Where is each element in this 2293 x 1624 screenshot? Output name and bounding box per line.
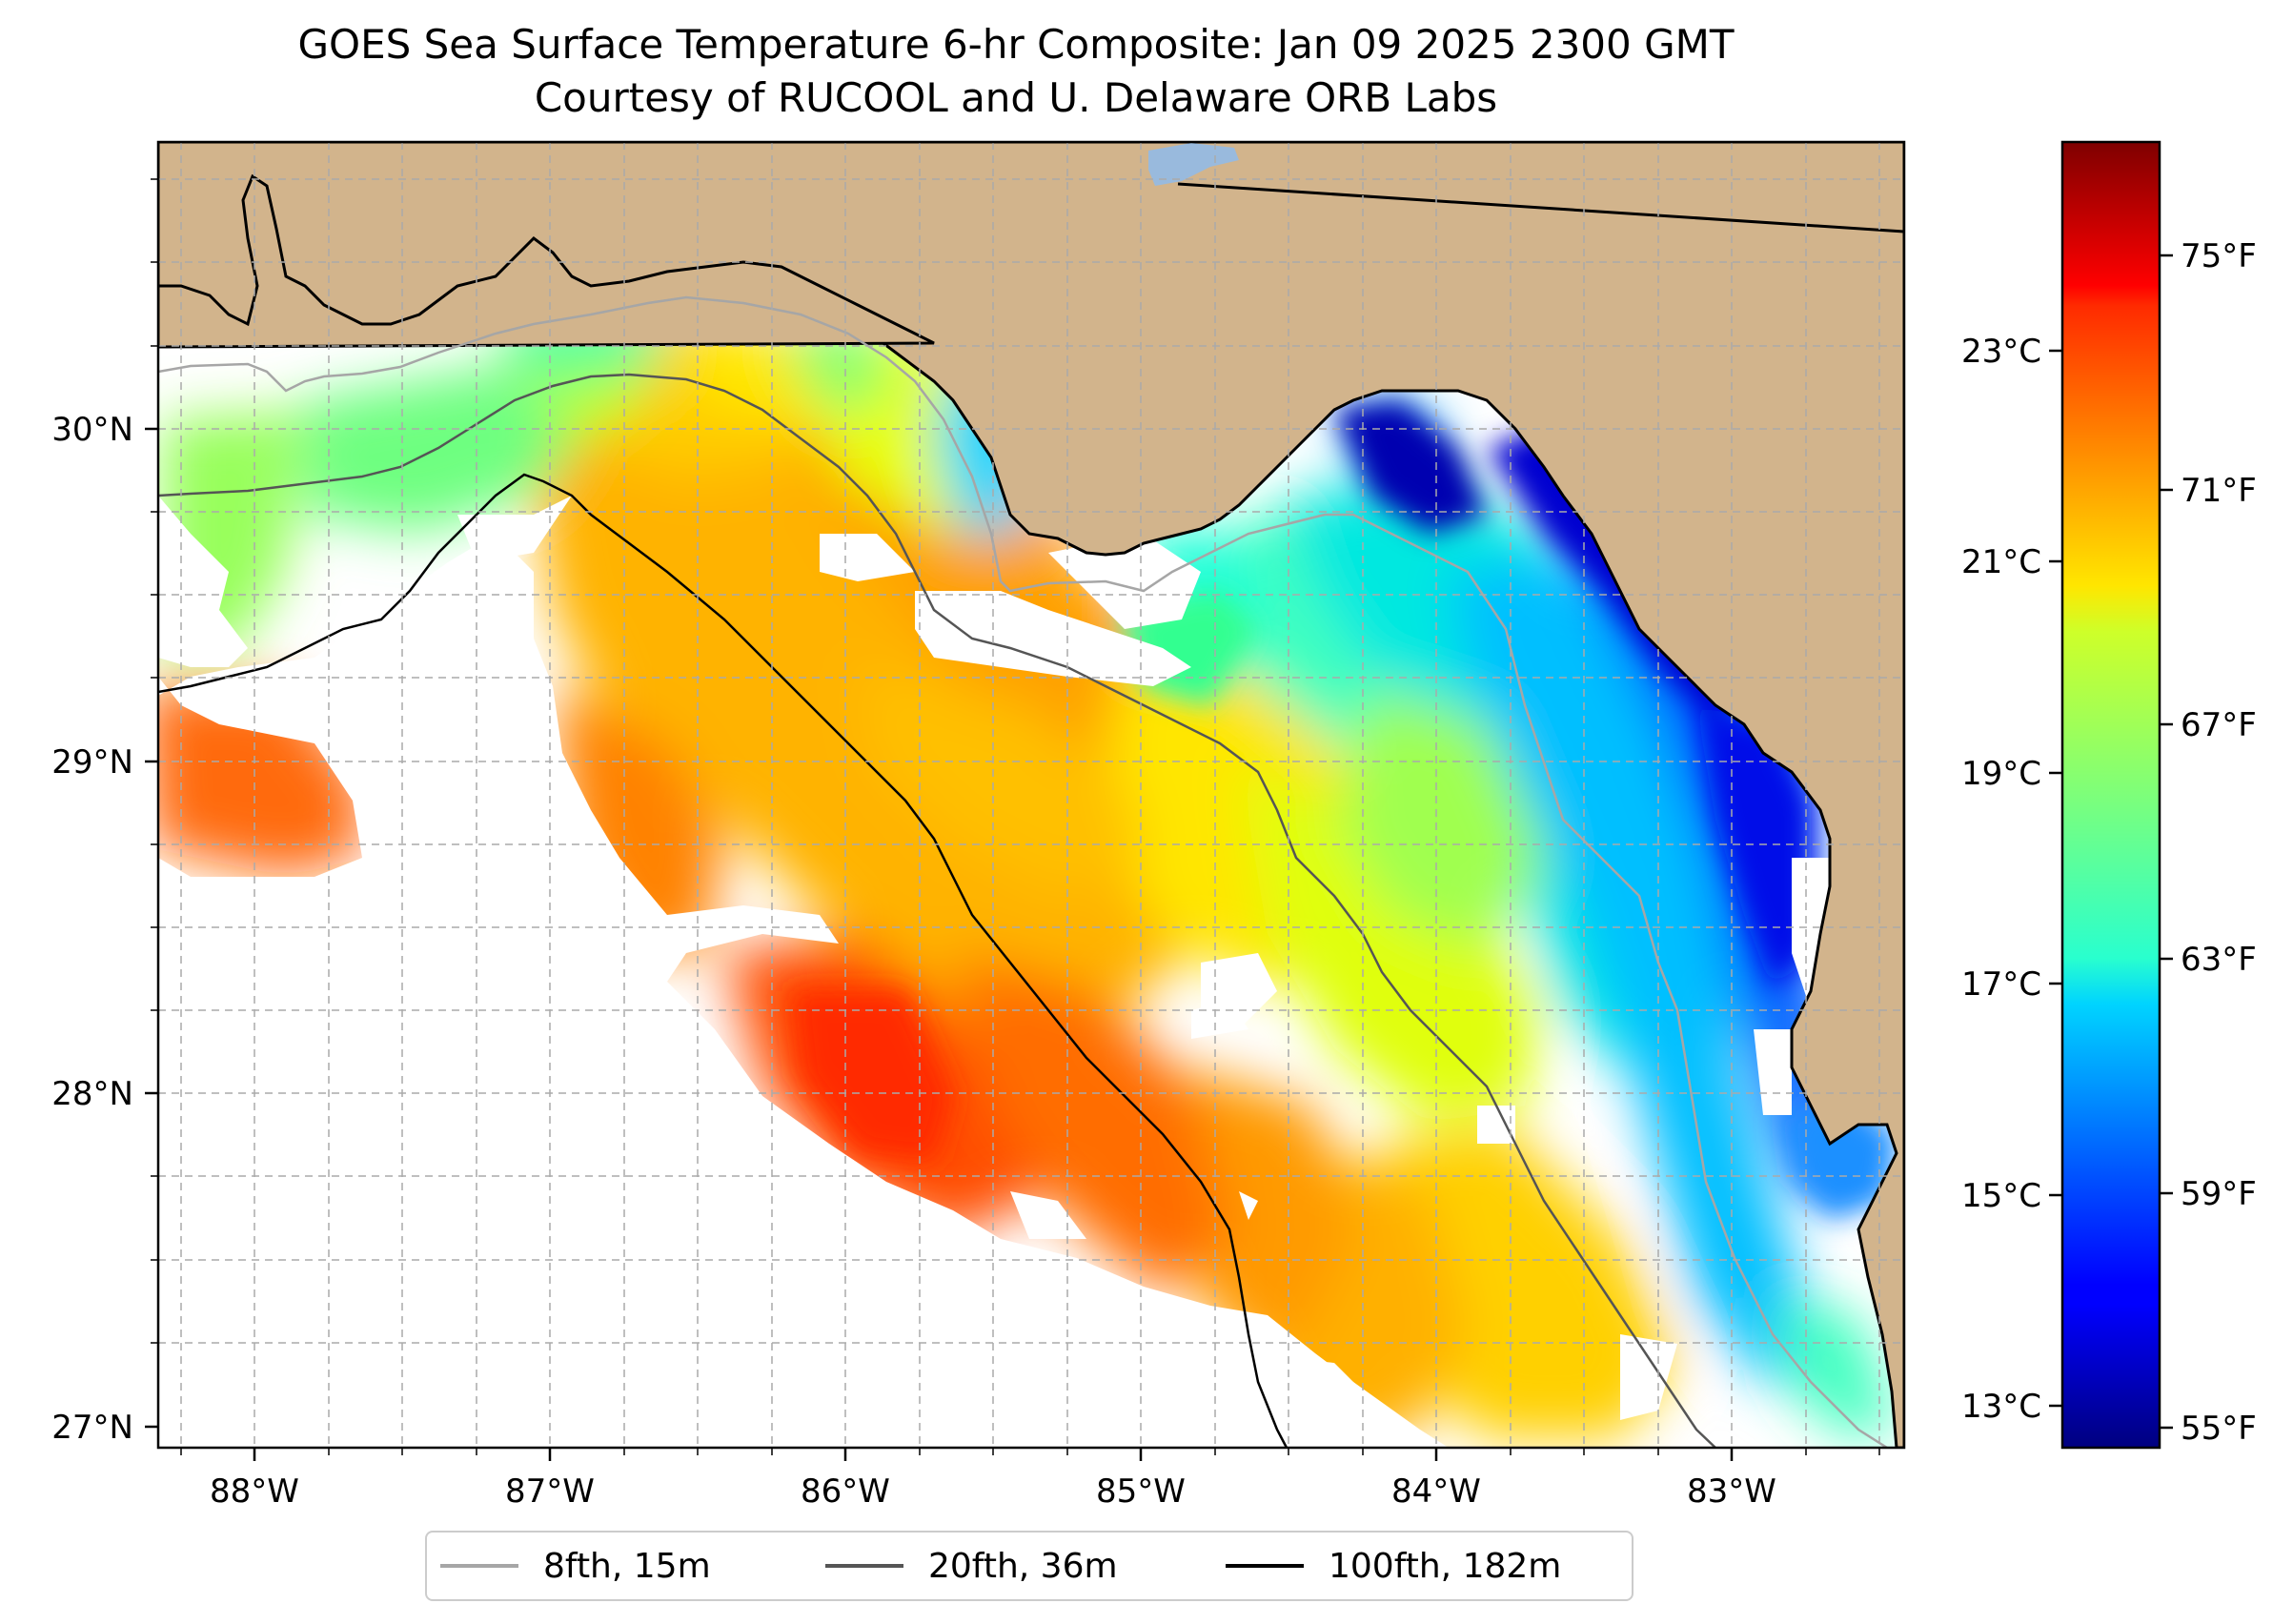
lat-tick-label: 30°N <box>51 411 133 449</box>
lat-tick-label: 29°N <box>51 743 133 782</box>
colorbar-celsius-label: 15°C <box>1961 1177 2041 1215</box>
lon-tick-label: 83°W <box>1687 1472 1776 1511</box>
colorbar-fahrenheit-label: 55°F <box>2181 1410 2257 1448</box>
colorbar-fahrenheit-label: 71°F <box>2181 472 2257 510</box>
legend-swatch <box>825 1564 903 1568</box>
isobath-20fth <box>158 373 1716 1448</box>
legend-swatch <box>1226 1564 1304 1568</box>
lat-tick-label: 28°N <box>51 1075 133 1113</box>
state-border <box>1177 182 1904 233</box>
legend-item-8fth: 8fth, 15m <box>440 1533 711 1599</box>
axis-minor-ticks <box>151 178 1880 1455</box>
lon-tick-label: 87°W <box>505 1472 595 1511</box>
lon-tick-label: 84°W <box>1391 1472 1481 1511</box>
legend-label: 20fth, 36m <box>928 1546 1118 1586</box>
legend-item-20fth: 20fth, 36m <box>825 1533 1118 1599</box>
lon-tick-label: 85°W <box>1096 1472 1186 1511</box>
legend-swatch <box>440 1564 518 1568</box>
legend-item-100fth: 100fth, 182m <box>1226 1533 1561 1599</box>
legend-label: 100fth, 182m <box>1329 1546 1562 1586</box>
colorbar-fahrenheit-label: 75°F <box>2181 237 2257 275</box>
isobath-8fth <box>158 295 1888 1448</box>
colorbar-celsius-label: 21°C <box>1961 543 2041 581</box>
isobath-legend: 8fth, 15m 20fth, 36m 100fth, 182m <box>425 1531 1634 1601</box>
axis-ticks <box>145 427 1734 1461</box>
colorbar-ticks <box>2049 254 2173 1430</box>
map-title: GOES Sea Surface Temperature 6-hr Compos… <box>297 21 1735 68</box>
inland-water <box>1148 143 1239 186</box>
colorbar-gradient <box>2060 140 2161 1450</box>
lon-tick-label: 88°W <box>210 1472 299 1511</box>
map-frame <box>156 140 1906 1450</box>
colorbar-celsius-label: 19°C <box>1961 755 2041 793</box>
colorbar-celsius-label: 13°C <box>1961 1388 2041 1426</box>
gridlines <box>158 142 1904 1448</box>
legend-label: 8fth, 15m <box>543 1546 711 1586</box>
colorbar-celsius-label: 17°C <box>1961 965 2041 1004</box>
map-subtitle: Courtesy of RUCOOL and U. Delaware ORB L… <box>534 74 1498 121</box>
colorbar-celsius-label: 23°C <box>1961 333 2041 371</box>
lat-tick-label: 27°N <box>51 1409 133 1447</box>
colorbar-fahrenheit-label: 63°F <box>2181 941 2257 979</box>
colorbar-fahrenheit-label: 67°F <box>2181 706 2257 744</box>
lon-tick-label: 86°W <box>801 1472 890 1511</box>
isobath-100fth <box>158 473 1289 1448</box>
colorbar-fahrenheit-label: 59°F <box>2181 1175 2257 1213</box>
